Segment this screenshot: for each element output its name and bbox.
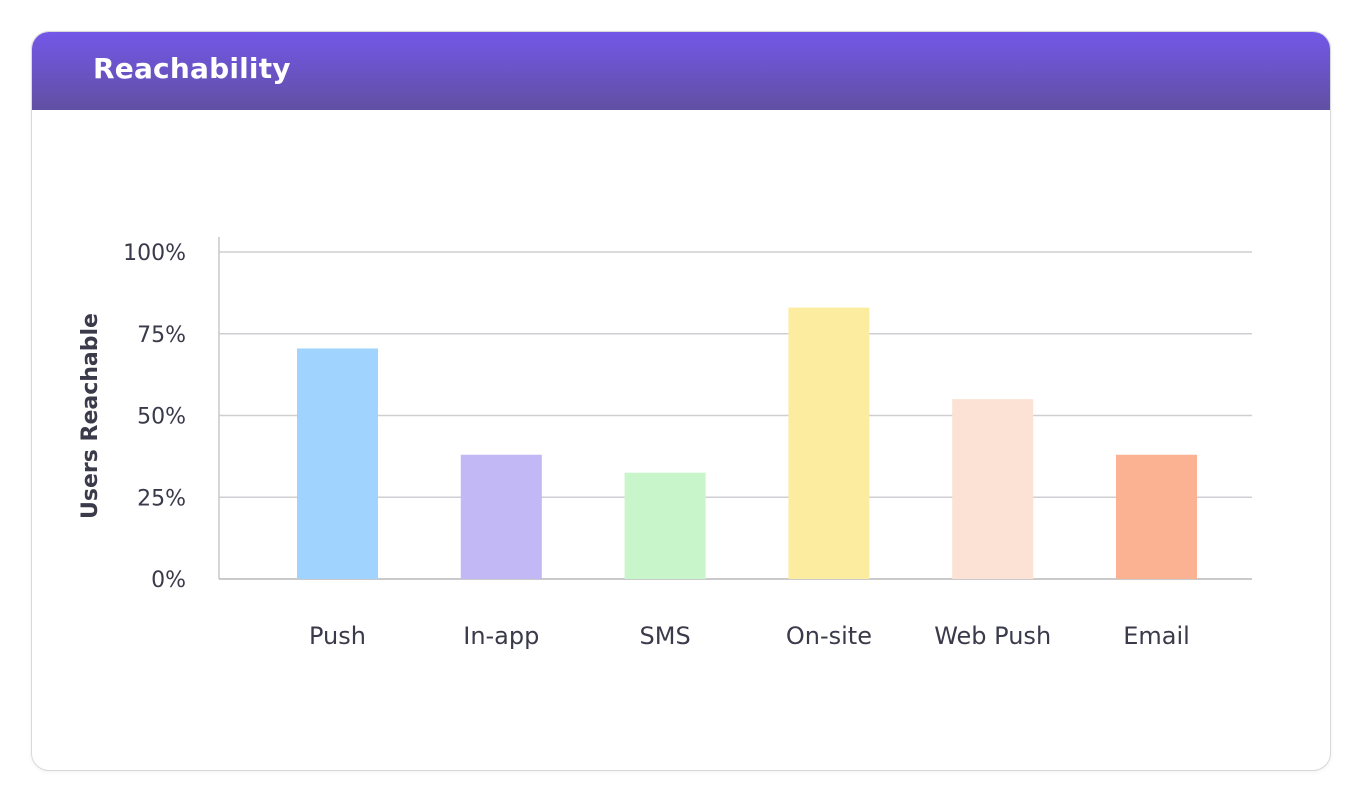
y-tick-labels: 0% 25% 50% 75% 100% [123, 241, 186, 593]
bar-push [297, 348, 378, 579]
y-tick-label: 25% [137, 486, 186, 511]
bar-email [1116, 454, 1197, 579]
card-title: Reachability [93, 52, 291, 85]
bars [297, 307, 1197, 579]
axes [218, 237, 1252, 580]
category-label: On-site [786, 622, 872, 650]
category-label: Email [1123, 622, 1190, 650]
bar-sms [624, 472, 706, 579]
category-label: Web Push [934, 622, 1051, 650]
bar-in-app [460, 454, 542, 579]
category-label: Push [309, 622, 366, 650]
y-tick-label: 100% [123, 241, 186, 266]
reachability-card: Reachability [31, 31, 1331, 771]
y-tick-label: 50% [137, 405, 186, 430]
y-tick-label: 75% [137, 323, 186, 348]
bar-on-site [788, 307, 870, 579]
y-tick-label: 0% [151, 568, 186, 593]
card-header: Reachability [32, 32, 1330, 110]
bar-web-push [952, 399, 1034, 579]
grid-lines [219, 251, 1252, 498]
category-label: SMS [640, 622, 691, 650]
category-label: In-app [463, 622, 539, 650]
category-labels: Push In-app SMS On-site Web Push Email [309, 622, 1190, 650]
y-axis-title: Users Reachable [78, 313, 103, 519]
